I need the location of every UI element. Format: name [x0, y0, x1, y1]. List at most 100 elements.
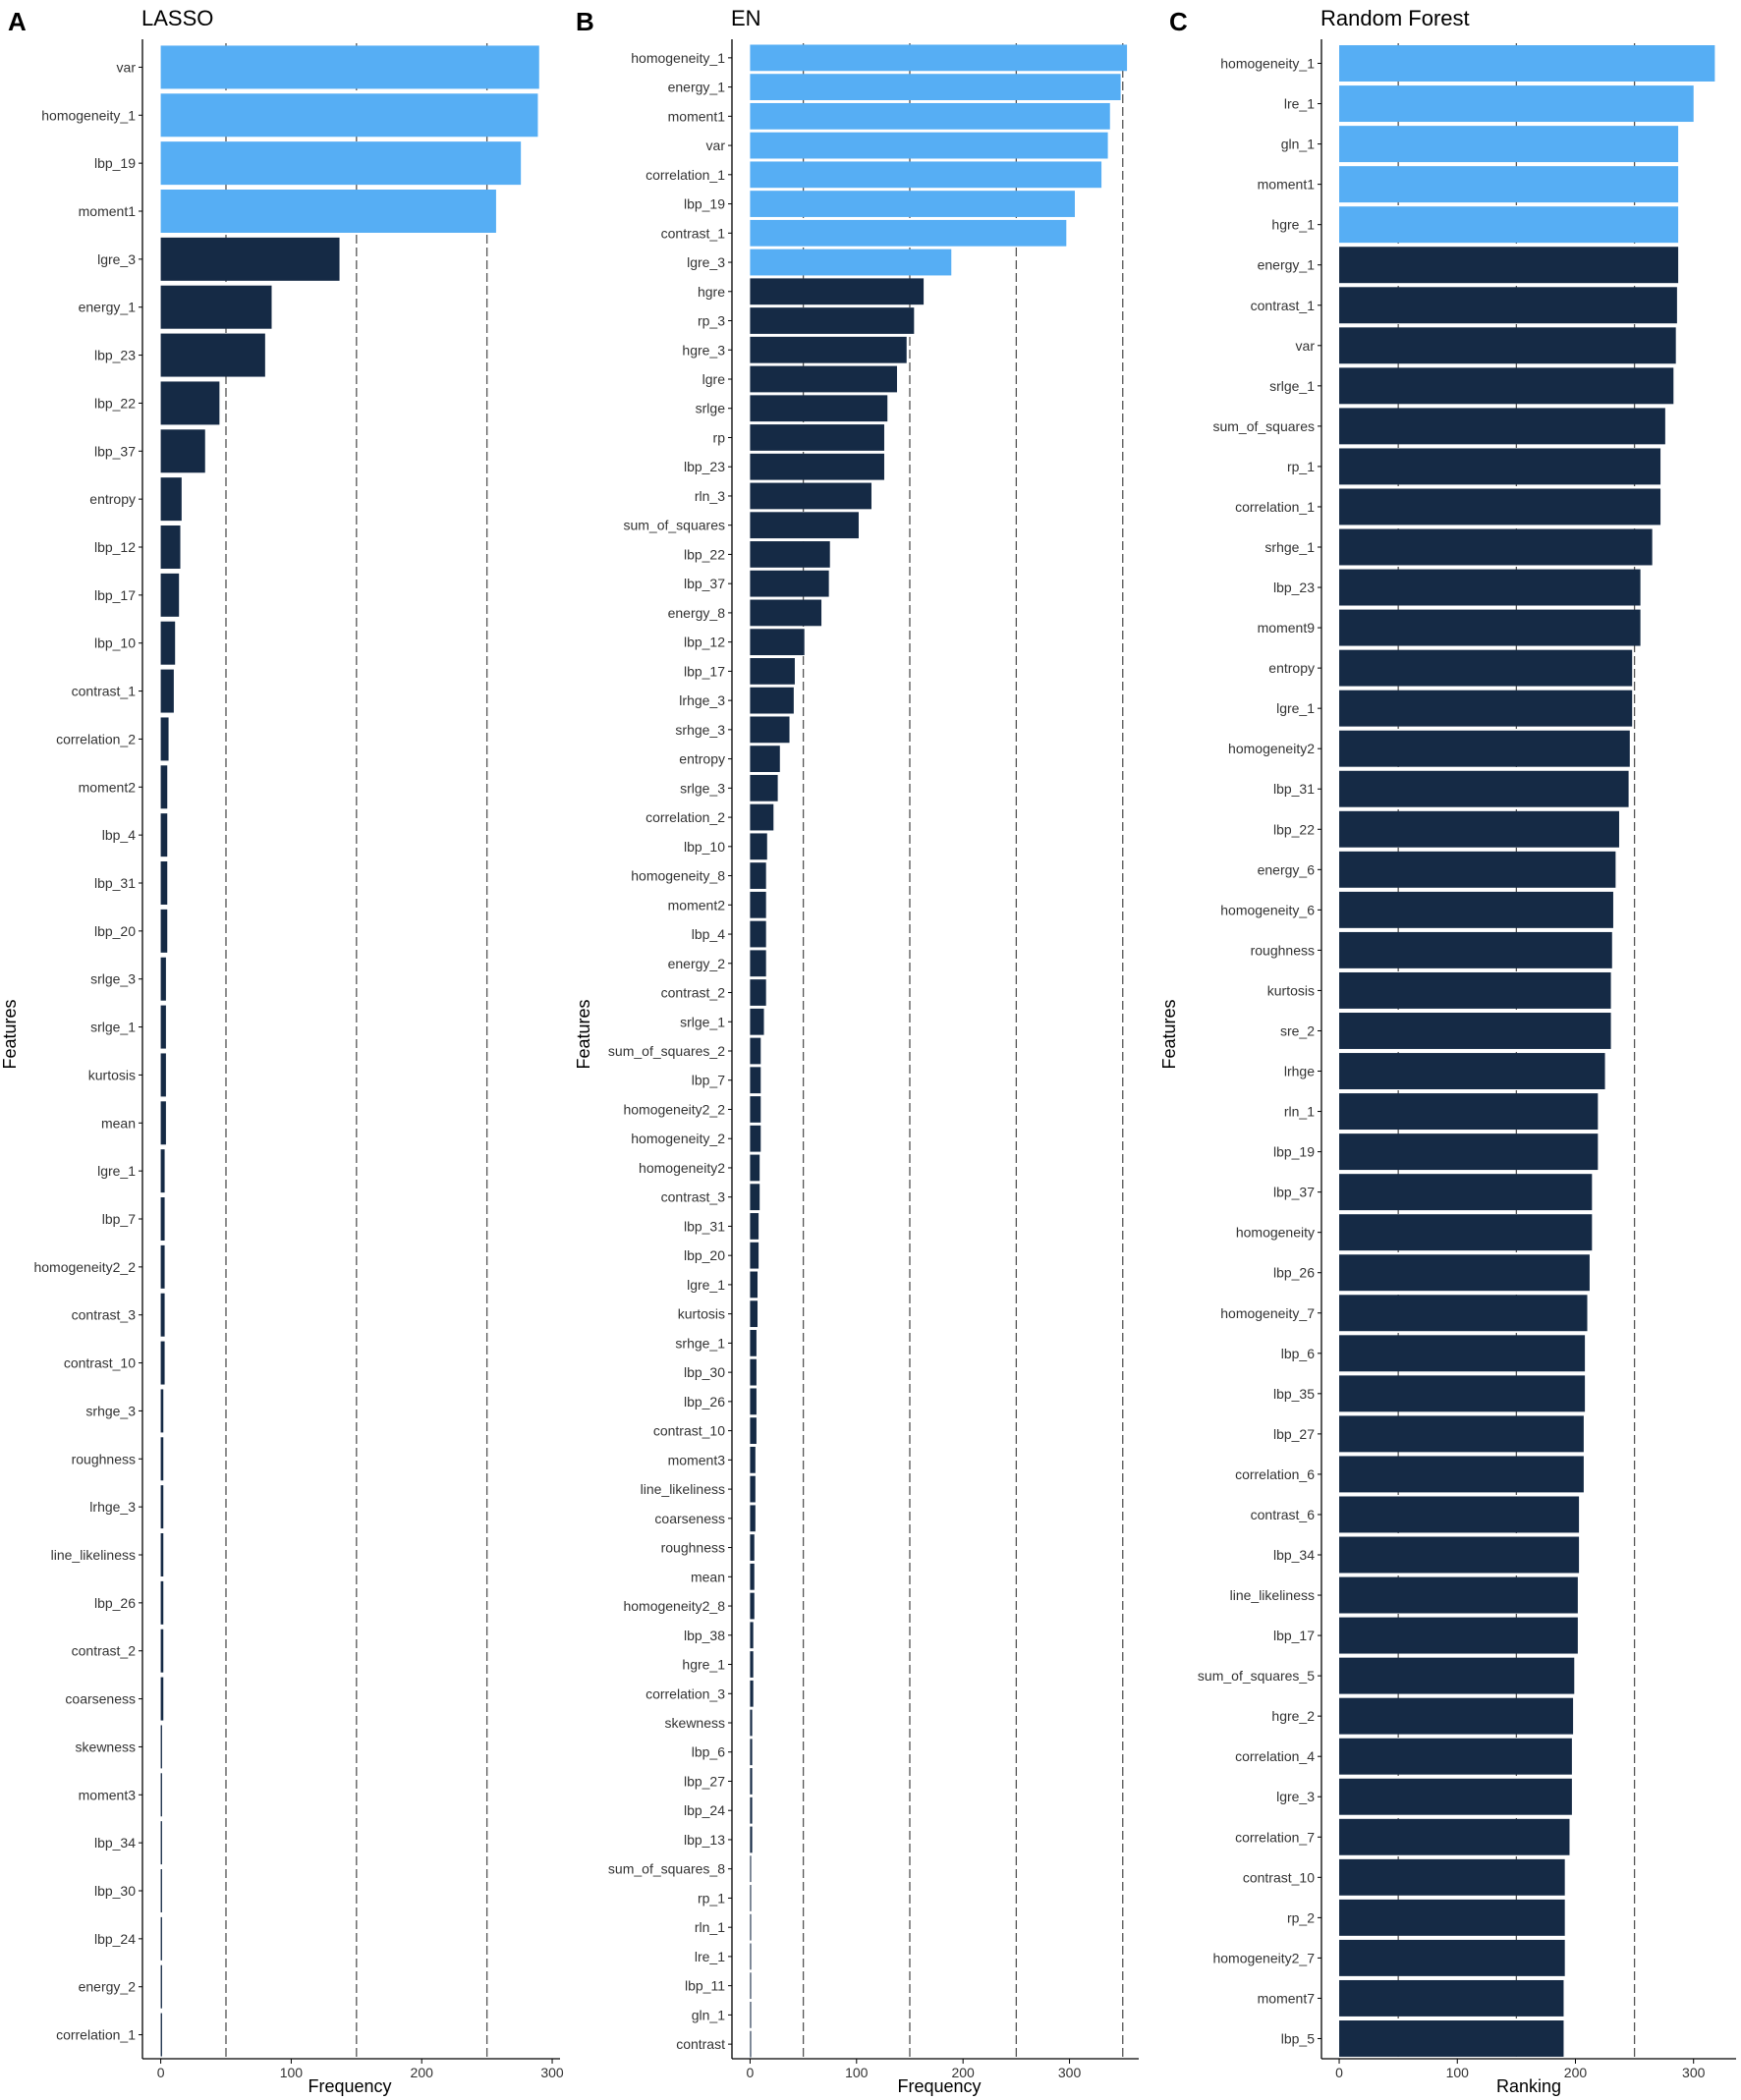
bar-en-lbp_37	[750, 570, 829, 597]
y-tick-label-random-forest-correlation_7: correlation_7	[1235, 1829, 1315, 1845]
y-tick-label-en-lbp_26: lbp_26	[684, 1394, 725, 1409]
panel-title-lasso: LASSO	[141, 6, 213, 30]
bar-en-lbp_31	[750, 1213, 759, 1240]
y-axis-title-lasso: Features	[0, 999, 20, 1069]
bar-lasso-lgre_3	[160, 237, 340, 281]
bar-en-gln_1	[750, 2002, 752, 2028]
bar-en-lbp_12	[750, 629, 805, 656]
bar-random-forest-contrast_1	[1339, 287, 1677, 324]
y-tick-label-en-lbp_30: lbp_30	[684, 1364, 725, 1380]
y-tick-label-en-lbp_19: lbp_19	[684, 196, 725, 212]
bar-en-lbp_11	[750, 1972, 752, 2000]
x-tick-label-en-200: 200	[951, 2065, 975, 2080]
y-tick-label-en-homogeneity_8: homogeneity_8	[631, 868, 725, 884]
y-tick-label-en-lbp_4: lbp_4	[692, 926, 725, 942]
y-tick-label-random-forest-rln_1: rln_1	[1284, 1104, 1315, 1120]
bar-random-forest-homogeneity2_7	[1339, 1939, 1565, 1976]
x-tick-label-en-0: 0	[747, 2065, 755, 2080]
bar-en-homogeneity_1	[750, 44, 1128, 72]
bar-en-hgre_1	[750, 1651, 754, 1678]
y-tick-label-lasso-var: var	[117, 59, 137, 75]
bar-en-lbp_26	[750, 1388, 757, 1415]
y-tick-label-en-contrast_10: contrast_10	[653, 1423, 725, 1439]
bar-random-forest-var	[1339, 327, 1676, 364]
y-tick-label-random-forest-moment7: moment7	[1258, 1990, 1316, 2006]
y-tick-label-lasso-correlation_1: correlation_1	[56, 2027, 136, 2043]
bar-random-forest-homogeneity_1	[1339, 45, 1715, 82]
bar-en-rln_1	[750, 1913, 752, 1941]
y-tick-label-en-sum_of_squares_2: sum_of_squares_2	[608, 1043, 725, 1059]
y-tick-label-lasso-lbp_17: lbp_17	[94, 587, 136, 603]
y-tick-label-random-forest-gln_1: gln_1	[1281, 137, 1315, 152]
bar-en-rln_3	[750, 482, 871, 510]
bar-lasso-homogeneity_1	[160, 93, 538, 138]
panel-random-forest: C Random Forest Features Ranking homogen…	[1159, 6, 1736, 2096]
y-tick-label-en-lbp_37: lbp_37	[684, 576, 725, 591]
y-tick-label-en-srlge: srlge	[696, 401, 726, 416]
y-tick-label-random-forest-lbp_5: lbp_5	[1281, 2030, 1315, 2046]
y-axis-title-random-forest: Features	[1159, 999, 1179, 1069]
y-tick-label-lasso-lbp_30: lbp_30	[94, 1883, 136, 1899]
y-tick-label-lasso-contrast_10: contrast_10	[64, 1355, 136, 1371]
y-tick-label-random-forest-lbp_37: lbp_37	[1273, 1185, 1315, 1200]
y-tick-label-en-homogeneity_2: homogeneity_2	[631, 1131, 725, 1146]
bar-random-forest-sum_of_squares_5	[1339, 1657, 1575, 1694]
bar-random-forest-rp_1	[1339, 448, 1661, 485]
y-tick-label-random-forest-line_likeliness: line_likeliness	[1230, 1587, 1315, 1603]
y-tick-label-random-forest-homogeneity2: homogeneity2	[1228, 741, 1315, 756]
y-tick-label-lasso-srhge_3: srhge_3	[85, 1403, 136, 1418]
bar-lasso-entropy	[160, 477, 182, 522]
y-tick-label-lasso-lbp_22: lbp_22	[94, 395, 136, 411]
bar-random-forest-correlation_6	[1339, 1456, 1584, 1493]
bar-en-sum_of_squares_2	[750, 1037, 761, 1065]
panel-letter-a: A	[8, 7, 27, 36]
y-tick-label-lasso-lbp_12: lbp_12	[94, 539, 136, 555]
bar-en-srlge	[750, 395, 888, 422]
bar-en-contrast_1	[750, 219, 1067, 247]
bar-en-correlation_2	[750, 803, 774, 831]
bar-en-lbp_30	[750, 1358, 757, 1386]
bar-en-lbp_6	[750, 1739, 753, 1766]
bar-lasso-energy_1	[160, 285, 272, 329]
bar-en-lgre	[750, 365, 897, 393]
bar-en-lrhge_3	[750, 687, 794, 714]
bar-lasso-var	[160, 45, 539, 89]
y-tick-label-lasso-lbp_20: lbp_20	[94, 923, 136, 939]
y-tick-label-en-lbp_27: lbp_27	[684, 1773, 725, 1789]
bar-en-lbp_27	[750, 1768, 753, 1795]
bar-lasso-moment1	[160, 190, 496, 233]
plot-area-lasso: var homogeneity_1 lbp_19 moment1 lgre_3energ…	[33, 39, 564, 2080]
y-tick-label-en-lbp_17: lbp_17	[684, 663, 725, 679]
bar-en-sum_of_squares	[750, 512, 859, 539]
bar-en-lbp_19	[750, 191, 1075, 217]
bar-en-homogeneity2_2	[750, 1096, 761, 1123]
bar-en-hgre	[750, 278, 925, 305]
bar-en-srlge_3	[750, 774, 778, 801]
y-tick-label-random-forest-sum_of_squares_5: sum_of_squares_5	[1198, 1668, 1315, 1684]
bar-random-forest-lbp_23	[1339, 569, 1641, 606]
bar-lasso-lrhge_3	[160, 1485, 164, 1529]
bar-en-energy_2	[750, 950, 766, 977]
bar-lasso-coarseness	[160, 1677, 164, 1721]
y-tick-label-en-srhge_3: srhge_3	[675, 722, 725, 738]
bar-lasso-lbp_19	[160, 141, 522, 186]
bar-lasso-lbp_34	[160, 1821, 162, 1865]
bar-en-var	[750, 132, 1108, 159]
bar-en-srhge_3	[750, 716, 790, 744]
bar-lasso-lbp_22	[160, 381, 220, 425]
y-tick-label-random-forest-srhge_1: srhge_1	[1264, 539, 1315, 555]
y-tick-label-random-forest-homogeneity: homogeneity	[1236, 1225, 1315, 1241]
y-tick-label-en-homogeneity2_2: homogeneity2_2	[623, 1101, 725, 1117]
y-tick-label-lasso-lbp_4: lbp_4	[102, 827, 136, 843]
bar-random-forest-gln_1	[1339, 126, 1679, 163]
x-tick-label-random-forest-200: 200	[1564, 2065, 1588, 2080]
y-tick-label-lasso-moment1: moment1	[79, 203, 137, 219]
bar-random-forest-sre_2	[1339, 1013, 1611, 1049]
y-tick-label-en-roughness: roughness	[661, 1540, 725, 1556]
bar-en-lbp_22	[750, 541, 830, 568]
y-tick-label-lasso-contrast_1: contrast_1	[72, 684, 137, 699]
y-tick-label-random-forest-lre_1: lre_1	[1284, 96, 1315, 112]
bar-en-lbp_7	[750, 1067, 761, 1094]
y-tick-label-en-rp_3: rp_3	[698, 313, 725, 329]
